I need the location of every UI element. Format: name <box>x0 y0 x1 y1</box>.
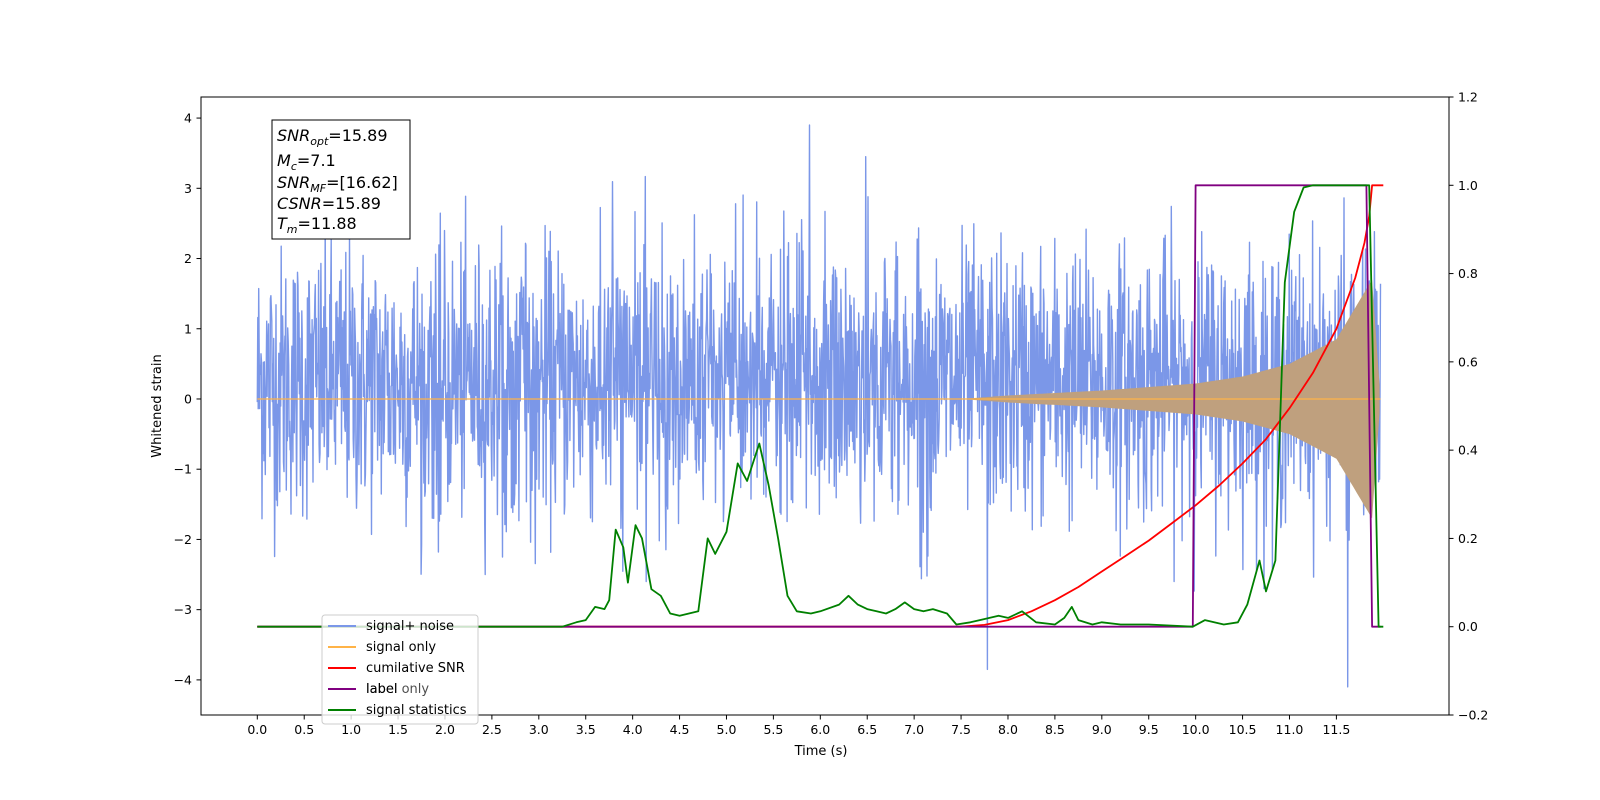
legend-item-signal-only: signal only <box>328 640 436 655</box>
legend-label: label <box>366 682 397 697</box>
x-tick-label: 10.0 <box>1182 722 1210 737</box>
x-tick-label: 7.0 <box>904 722 924 737</box>
x-tick-label: 4.0 <box>623 722 643 737</box>
series-signal-statistics <box>257 184 1384 628</box>
legend-item-signal-statistics: signal statistics <box>328 703 467 718</box>
plot-frame <box>200 96 1450 716</box>
x-tick-label: 1.0 <box>341 722 361 737</box>
legend: signal+ noise signal only cumilative SNR… <box>321 614 479 725</box>
info-box-frame <box>271 119 411 240</box>
y-left-tick-label: 1 <box>184 321 192 336</box>
x-tick-label: 7.5 <box>951 722 971 737</box>
x-axis: 0.0 0.5 1.0 1.5 2.0 2.5 3.0 3.5 4.0 4.5 5.0 5.5 6.0 6… <box>247 715 1350 737</box>
legend-item-signal-noise: signal+ noise <box>328 619 454 634</box>
legend-label: signal+ noise <box>366 619 454 634</box>
legend-label-only: label only <box>366 682 429 697</box>
info-box: SNRopt=15.89 Mc=7.1 SNRMF=[16.62] CSNR=1… <box>271 119 411 240</box>
series-cumulative-snr <box>257 184 1384 628</box>
info-snr-mf: SNRMF=[16.62] <box>277 173 398 195</box>
y-left-tick-label: 2 <box>184 251 192 266</box>
y-right-tick-label: 1.0 <box>1458 178 1478 193</box>
x-tick-label: 0.0 <box>247 722 267 737</box>
x-tick-label: 9.5 <box>1139 722 1159 737</box>
legend-label: cumilative SNR <box>366 661 465 676</box>
info-mc: Mc=7.1 <box>277 151 336 173</box>
x-tick-label: 11.5 <box>1322 722 1350 737</box>
info-tm: Tm=11.88 <box>277 214 357 236</box>
x-tick-label: 5.5 <box>763 722 783 737</box>
x-tick-label: 5.0 <box>717 722 737 737</box>
y-right-tick-label: 1.2 <box>1458 90 1478 105</box>
y-axis-left: 4 3 2 1 0 −1 −2 −3 −4 <box>174 111 201 687</box>
y-right-tick-label: 0.0 <box>1458 619 1478 634</box>
x-axis-label: Time (s) <box>794 744 848 759</box>
y-left-tick-label: −2 <box>174 532 192 547</box>
series-layer <box>256 124 1384 688</box>
x-tick-label: 1.5 <box>388 722 408 737</box>
info-csnr: CSNR=15.89 <box>277 194 381 213</box>
legend-label: signal statistics <box>366 703 467 718</box>
x-tick-label: 9.0 <box>1092 722 1112 737</box>
y-right-tick-label: 0.6 <box>1458 354 1478 369</box>
legend-item-cumulative-snr: cumilative SNR <box>328 661 465 676</box>
y-right-tick-label: 0.2 <box>1458 531 1478 546</box>
x-tick-label: 0.5 <box>294 722 314 737</box>
y-axis-right: 1.2 1.0 0.8 0.6 0.4 0.2 0.0 −0.2 <box>1449 90 1488 723</box>
legend-label: signal only <box>366 640 436 655</box>
y-right-tick-label: 0.4 <box>1458 443 1478 458</box>
y-left-tick-label: 3 <box>184 181 192 196</box>
y-left-tick-label: −4 <box>174 672 192 687</box>
legend-frame <box>321 614 479 725</box>
y-left-tick-label: −3 <box>174 602 192 617</box>
x-tick-label: 6.0 <box>810 722 830 737</box>
x-tick-label: 10.5 <box>1229 722 1257 737</box>
info-snr-opt: SNRopt=15.89 <box>277 126 388 148</box>
x-tick-label: 6.5 <box>857 722 877 737</box>
y-right-tick-label: −0.2 <box>1458 708 1488 723</box>
y-axis-label-left: Whitened strain <box>150 354 165 457</box>
legend-item-label: label only label <box>328 682 429 697</box>
x-tick-label: 3.0 <box>529 722 549 737</box>
x-tick-label: 3.5 <box>576 722 596 737</box>
y-left-tick-label: −1 <box>174 462 192 477</box>
x-tick-label: 8.0 <box>998 722 1018 737</box>
x-tick-label: 2.0 <box>435 722 455 737</box>
y-left-tick-label: 4 <box>184 111 192 126</box>
series-label <box>257 184 1381 628</box>
x-tick-label: 11.0 <box>1276 722 1304 737</box>
y-right-tick-label: 0.8 <box>1458 266 1478 281</box>
x-tick-label: 2.5 <box>482 722 502 737</box>
y-left-tick-label: 0 <box>184 391 192 406</box>
x-tick-label: 4.5 <box>670 722 690 737</box>
x-tick-label: 8.5 <box>1045 722 1065 737</box>
